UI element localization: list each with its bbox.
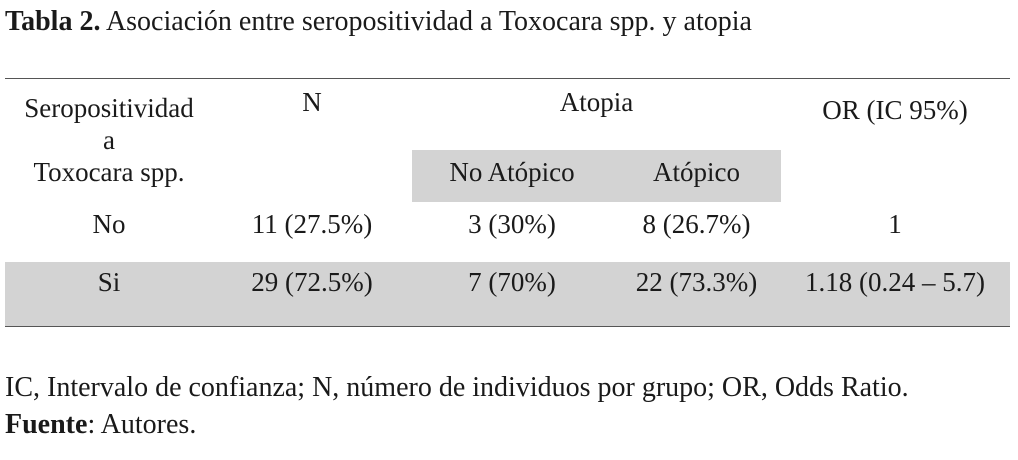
row-si-n: 29 (72.5%)	[251, 267, 373, 297]
footnote-source: Fuente: Autores.	[5, 407, 196, 443]
subheader-atopico: Atópico	[653, 157, 740, 187]
row-si-atopico: 22 (73.3%)	[635, 267, 758, 297]
atopia-subheader-shading	[412, 150, 781, 202]
row-no-atopico: 8 (26.7%)	[642, 209, 751, 239]
caption-label: Tabla 2.	[5, 6, 101, 37]
footnote-source-text: : Autores.	[87, 409, 197, 440]
stub-header-line3: Toxocara spp.	[33, 157, 185, 187]
table-bottom-rule	[5, 326, 1010, 327]
row-no-n: 11 (27.5%)	[251, 209, 373, 239]
header-or: OR (IC 95%)	[822, 95, 968, 125]
row-si-label: Si	[97, 267, 121, 297]
stub-header: Seropositividad a Toxocara spp.	[5, 92, 213, 188]
header-n: N	[302, 87, 322, 117]
stub-header-line1: Seropositividad	[24, 93, 194, 123]
row-no-no-atopico: 3 (30%)	[468, 209, 556, 239]
row-si-no-atopico: 7 (70%)	[468, 267, 556, 297]
table-top-rule	[5, 78, 1010, 79]
row-si-or: 1.18 (0.24 – 5.7)	[805, 267, 985, 297]
row-no-label: No	[92, 209, 126, 239]
footnote-source-label: Fuente	[5, 409, 88, 440]
row-no-or: 1	[888, 209, 902, 239]
subheader-no-atopico: No Atópico	[449, 157, 575, 187]
stub-header-line2: a	[103, 125, 115, 155]
table-caption: Tabla 2. Asociación entre seropositivida…	[5, 2, 752, 42]
header-atopia: Atopia	[559, 87, 634, 117]
row-si-shading	[5, 262, 1010, 326]
footnote-abbreviations: IC, Intervalo de confianza; N, número de…	[5, 372, 909, 403]
caption-text: Asociación entre seropositividad a Toxoc…	[105, 6, 752, 37]
